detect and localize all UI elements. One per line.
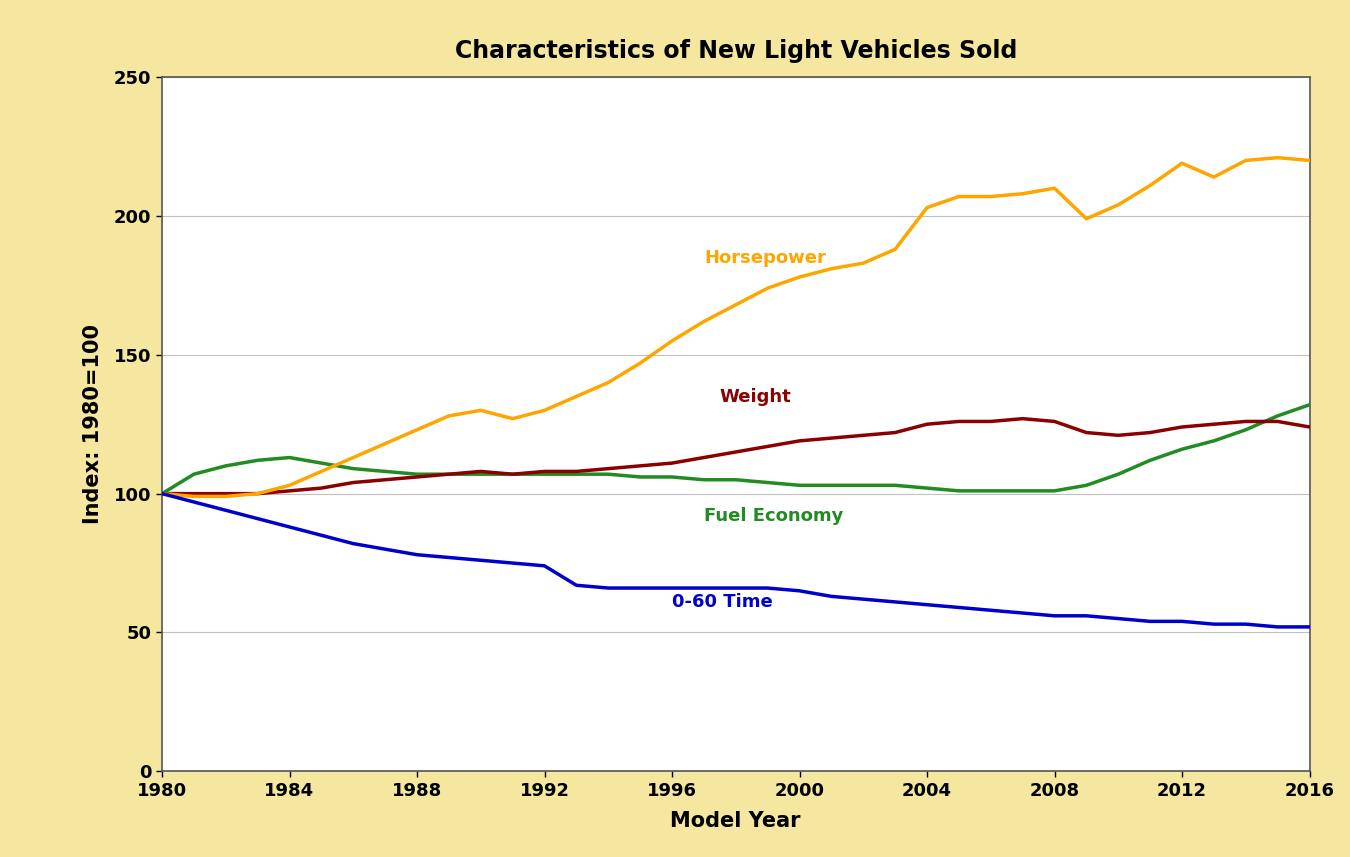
Text: Horsepower: Horsepower (703, 249, 826, 267)
Text: Weight: Weight (720, 388, 791, 406)
Y-axis label: Index: 1980=100: Index: 1980=100 (82, 324, 103, 524)
Title: Characteristics of New Light Vehicles Sold: Characteristics of New Light Vehicles So… (455, 39, 1017, 63)
Text: Fuel Economy: Fuel Economy (703, 507, 844, 525)
Text: 0-60 Time: 0-60 Time (672, 594, 772, 612)
X-axis label: Model Year: Model Year (671, 811, 801, 830)
